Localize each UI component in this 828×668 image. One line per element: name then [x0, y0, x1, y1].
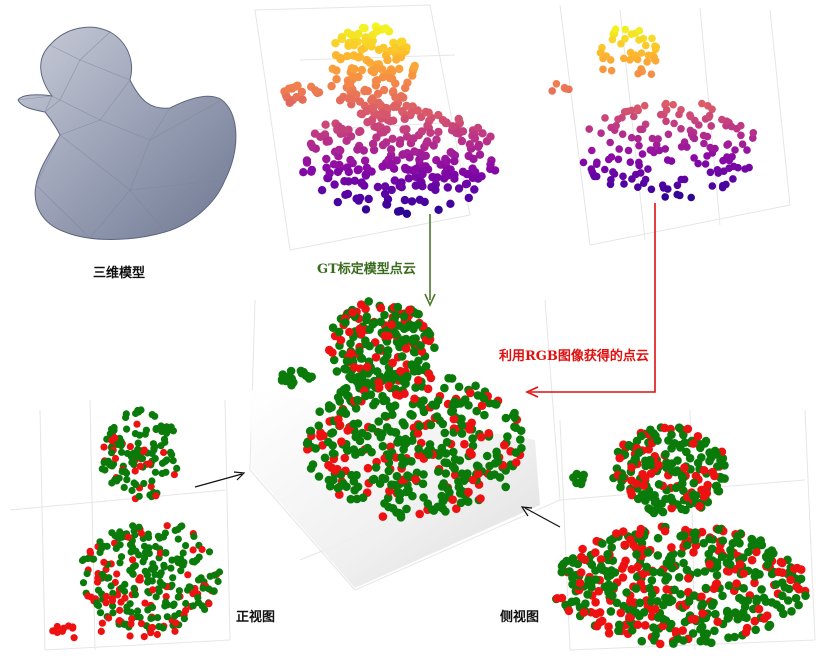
- gt-arrow-head: [424, 293, 436, 307]
- combined-point-cloud: [277, 297, 526, 522]
- rgb-arrow-head: [525, 386, 539, 398]
- duck-mesh-icon: [17, 26, 237, 240]
- gt-label: GT标定模型点云: [317, 262, 416, 277]
- front-view-label: 正视图: [236, 610, 276, 625]
- rgb-arrow: [530, 203, 656, 393]
- side-view-label: 侧视图: [500, 610, 540, 625]
- side-view-arrow-head: [520, 506, 533, 517]
- rgb-label: 利用RGB图像获得的点云: [499, 349, 649, 364]
- gt-point-cloud: [280, 22, 500, 218]
- model-label: 三维模型: [93, 266, 146, 281]
- side-view-point-cloud: [552, 423, 810, 649]
- side-view-arrow: [524, 507, 561, 528]
- front-view-point-cloud: [49, 406, 224, 642]
- front-view-arrow-head: [233, 471, 246, 481]
- arrows: [194, 203, 656, 528]
- front-view-arrow: [194, 473, 243, 488]
- rgb-point-cloud: [548, 25, 758, 202]
